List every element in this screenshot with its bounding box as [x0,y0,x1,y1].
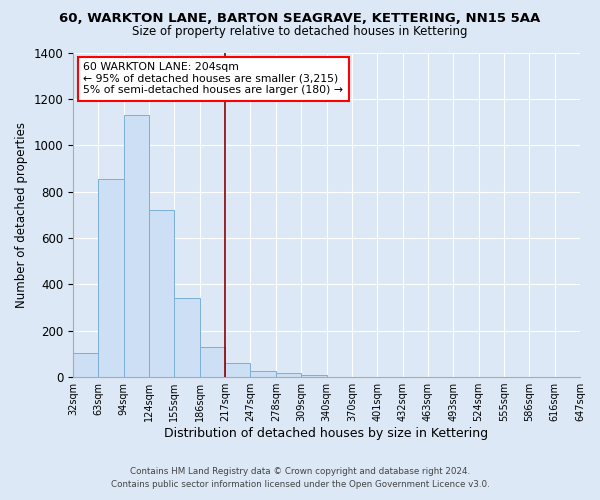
Bar [301,375,326,377]
Text: Contains HM Land Registry data © Crown copyright and database right 2024.
Contai: Contains HM Land Registry data © Crown c… [110,467,490,489]
Bar [98,179,124,377]
Bar [250,370,276,377]
Bar [124,115,149,377]
Bar [200,347,225,377]
Y-axis label: Number of detached properties: Number of detached properties [15,122,28,308]
Bar [276,373,301,377]
Bar [175,298,200,377]
Bar [149,210,175,377]
Bar [73,352,98,377]
X-axis label: Distribution of detached houses by size in Kettering: Distribution of detached houses by size … [164,427,488,440]
Text: 60 WARKTON LANE: 204sqm
← 95% of detached houses are smaller (3,215)
5% of semi-: 60 WARKTON LANE: 204sqm ← 95% of detache… [83,62,343,96]
Text: 60, WARKTON LANE, BARTON SEAGRAVE, KETTERING, NN15 5AA: 60, WARKTON LANE, BARTON SEAGRAVE, KETTE… [59,12,541,26]
Bar [225,363,250,377]
Text: Size of property relative to detached houses in Kettering: Size of property relative to detached ho… [132,25,468,38]
